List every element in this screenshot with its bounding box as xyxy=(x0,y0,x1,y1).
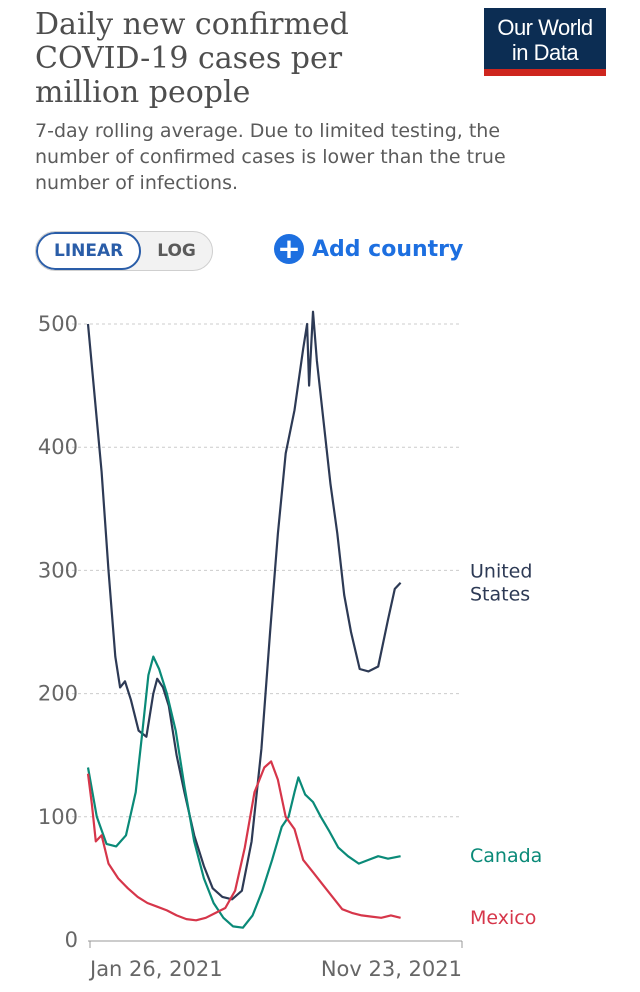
series-line-mexico xyxy=(86,760,401,922)
owid-logo[interactable]: Our World in Data xyxy=(484,8,606,76)
log-scale-button[interactable]: LOG xyxy=(157,241,196,261)
series-label: United xyxy=(470,561,532,583)
y-tick-label: 300 xyxy=(38,558,78,582)
x-tick-label: Nov 23, 2021 xyxy=(321,957,462,981)
series-label: Mexico xyxy=(470,907,536,929)
scale-toggle: LINEAR LOG xyxy=(35,231,213,271)
x-tick-label: Jan 26, 2021 xyxy=(88,957,223,981)
add-country-label: Add country xyxy=(312,236,464,262)
chart-title: Daily new confirmed COVID-19 cases per m… xyxy=(35,7,349,110)
logo-line-2: in Data xyxy=(511,40,579,65)
plus-circle-icon: + xyxy=(274,234,304,264)
add-country-button[interactable]: + Add country xyxy=(274,233,463,265)
logo-line-1: Our World xyxy=(497,15,593,40)
linear-scale-button[interactable]: LINEAR xyxy=(36,232,142,270)
line-chart: 0 100 200 300 400 500 Jan 26, 2021 Nov 23, 2021… xyxy=(38,310,542,981)
series-line-canada xyxy=(86,655,401,929)
y-tick-label: 500 xyxy=(38,312,78,336)
series-line-united-states xyxy=(86,310,402,901)
y-tick-label: 0 xyxy=(65,928,78,952)
y-tick-label: 200 xyxy=(38,682,78,706)
chart-subtitle: 7-day rolling average. Due to limited te… xyxy=(35,120,506,194)
series-label: Canada xyxy=(470,845,542,867)
y-tick-label: 400 xyxy=(38,435,78,459)
series-label: States xyxy=(470,584,530,606)
y-tick-label: 100 xyxy=(38,805,78,829)
